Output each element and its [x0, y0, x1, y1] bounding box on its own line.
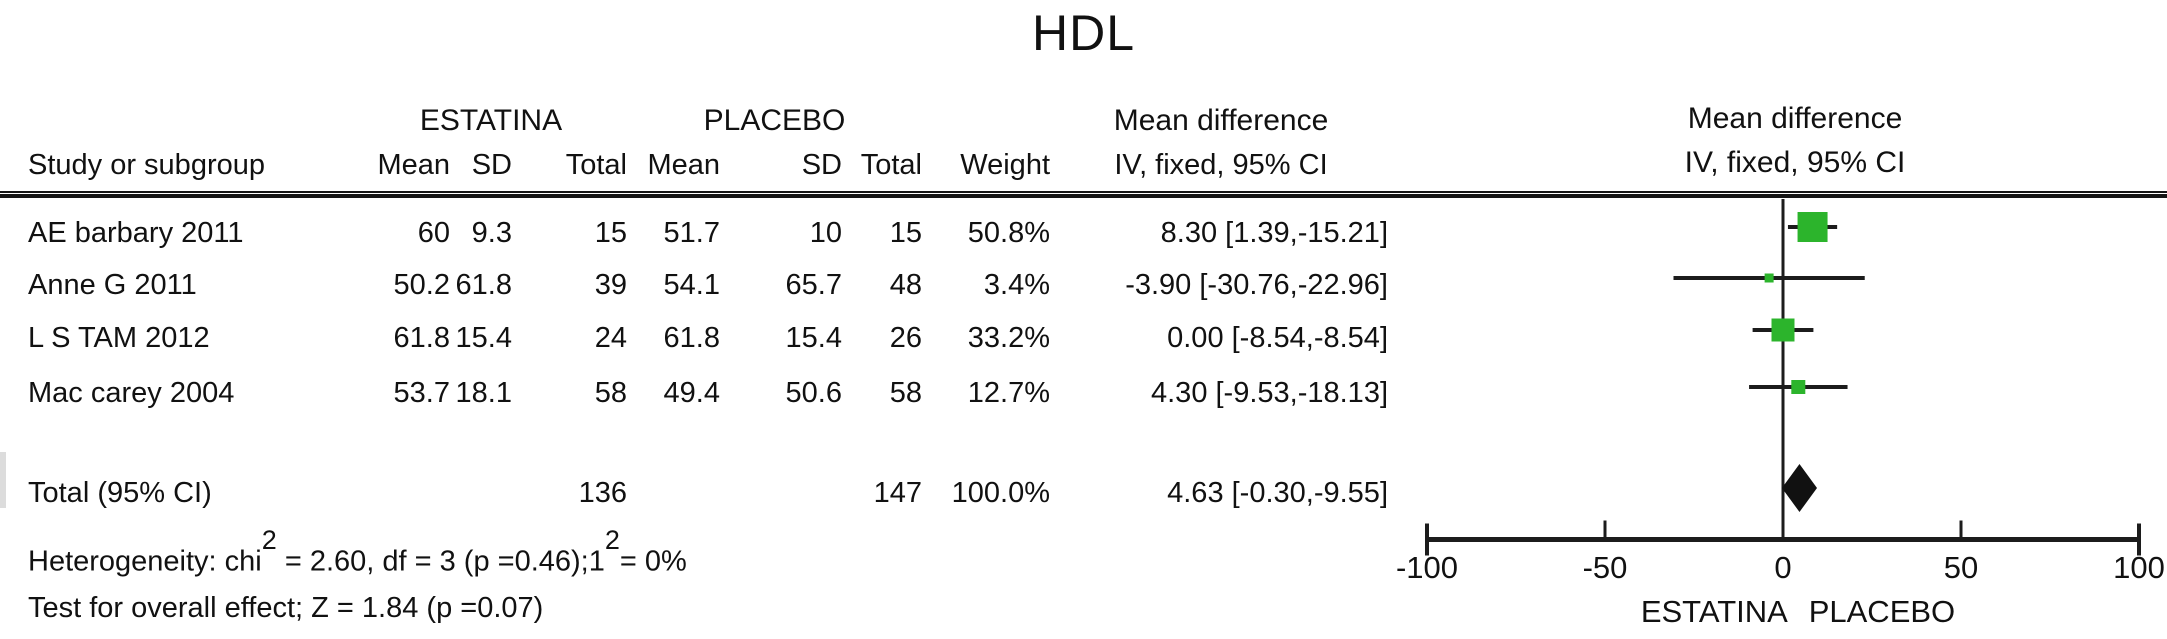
group-header-estatina: ESTATINA: [419, 104, 563, 137]
treat-mean: 61.8: [393, 321, 450, 354]
ctrl-mean: 61.8: [663, 321, 720, 354]
plot-header-line2: IV, fixed, 95% CI: [1684, 146, 1906, 179]
table-row: AE barbary 2011 60 9.3 15 51.7 10 15 50.…: [0, 214, 1392, 252]
table-row: Anne G 2011 50.2 61.8 39 54.1 65.7 48 3.…: [0, 266, 1392, 304]
ctrl-sd: 65.7: [785, 268, 842, 301]
axis-tick-label: 0: [1774, 550, 1792, 585]
column-header-ctrl-sd: SD: [801, 148, 842, 181]
study-marker: [1797, 212, 1828, 242]
heterogeneity-text-mid: = 2.60, df = 3 (p =0.46);1: [276, 545, 605, 578]
md-header-line1: Mean difference: [1113, 104, 1329, 137]
treat-mean: 53.7: [393, 376, 450, 409]
column-header-row: Study or subgroup Mean SD Total Mean SD …: [0, 146, 1392, 184]
total-treat-total: 136: [578, 476, 627, 509]
summary-diamond: [1781, 464, 1817, 512]
md-ci-text: 0.00 [-8.54,-8.54]: [1167, 321, 1388, 354]
treat-total: 15: [594, 216, 627, 249]
ctrl-sd: 10: [809, 216, 842, 249]
column-header-ctrl-mean: Mean: [647, 148, 720, 181]
treat-mean: 50.2: [393, 268, 450, 301]
plot-header-line1: Mean difference: [1687, 102, 1903, 135]
axis-tick-label: -50: [1582, 550, 1628, 585]
column-header-study: Study or subgroup: [28, 148, 265, 181]
axis-tick-label: 100: [2113, 550, 2165, 585]
ctrl-mean: 54.1: [663, 268, 720, 301]
total-ctrl-total: 147: [873, 476, 922, 509]
group-header-row: ESTATINA PLACEBO Mean difference: [0, 102, 1392, 140]
weight: 33.2%: [967, 321, 1050, 354]
overall-effect-note: Test for overall effect; Z = 1.84 (p =0.…: [28, 592, 544, 624]
page-title: HDL: [1031, 5, 1136, 61]
ctrl-total: 48: [889, 268, 922, 301]
weight: 12.7%: [967, 376, 1050, 409]
heterogeneity-text: Heterogeneity: chi: [28, 545, 262, 578]
ctrl-sd: 50.6: [785, 376, 842, 409]
ctrl-mean: 49.4: [663, 376, 720, 409]
axis-tick-label: -100: [1395, 550, 1459, 585]
weight: 3.4%: [983, 268, 1050, 301]
treat-sd: 9.3: [471, 216, 512, 249]
group-header-placebo: PLACEBO: [703, 104, 846, 137]
treat-total: 39: [594, 268, 627, 301]
column-header-ctrl-total: Total: [860, 148, 922, 181]
weight: 50.8%: [967, 216, 1050, 249]
total-row: Total (95% CI) 136 147 100.0% 4.63 [-0.3…: [0, 474, 1392, 512]
study-marker: [1771, 318, 1795, 342]
treat-sd: 61.8: [455, 268, 512, 301]
treat-mean: 60: [417, 216, 450, 249]
study-marker: [1791, 380, 1806, 394]
treat-total: 24: [594, 321, 627, 354]
study-label: AE barbary 2011: [28, 216, 244, 249]
heterogeneity-note: Heterogeneity: chi2 = 2.60, df = 3 (p =0…: [28, 525, 687, 579]
ctrl-total: 26: [889, 321, 922, 354]
column-header-treat-total: Total: [565, 148, 627, 181]
study-label: Anne G 2011: [28, 268, 197, 301]
ctrl-total: 58: [889, 376, 922, 409]
header-rule-top: [0, 191, 2167, 193]
header-rule-bottom: [0, 194, 2167, 198]
total-label: Total (95% CI): [28, 476, 212, 509]
md-ci-text: 8.30 [1.39,-15.21]: [1160, 216, 1388, 249]
column-header-treat-mean: Mean: [377, 148, 450, 181]
treat-total: 58: [594, 376, 627, 409]
study-marker: [1764, 273, 1774, 283]
axis-group-labels: ESTATINA PLACEBO: [1640, 594, 1956, 629]
i-squared-sup: 2: [604, 525, 620, 555]
total-md-ci: 4.63 [-0.30,-9.55]: [1167, 476, 1388, 509]
treat-sd: 15.4: [455, 321, 512, 354]
ctrl-total: 15: [889, 216, 922, 249]
ctrl-sd: 15.4: [785, 321, 842, 354]
table-row: L S TAM 2012 61.8 15.4 24 61.8 15.4 26 3…: [0, 319, 1392, 357]
column-header-treat-sd: SD: [471, 148, 512, 181]
md-header-line2: IV, fixed, 95% CI: [1114, 148, 1328, 181]
axis-tick-label: 50: [1943, 550, 1979, 585]
heterogeneity-text-end: = 0%: [619, 545, 687, 578]
scan-artifact: [0, 452, 6, 508]
md-ci-text: -3.90 [-30.76,-22.96]: [1125, 268, 1388, 301]
study-label: Mac carey 2004: [28, 376, 235, 409]
table-row: Mac carey 2004 53.7 18.1 58 49.4 50.6 58…: [0, 374, 1392, 412]
chi-squared-sup: 2: [261, 525, 277, 555]
md-ci-text: 4.30 [-9.53,-18.13]: [1151, 376, 1388, 409]
column-header-weight: Weight: [960, 148, 1050, 181]
ctrl-mean: 51.7: [663, 216, 720, 249]
treat-sd: 18.1: [455, 376, 512, 409]
study-label: L S TAM 2012: [28, 321, 210, 354]
total-weight: 100.0%: [951, 476, 1050, 509]
